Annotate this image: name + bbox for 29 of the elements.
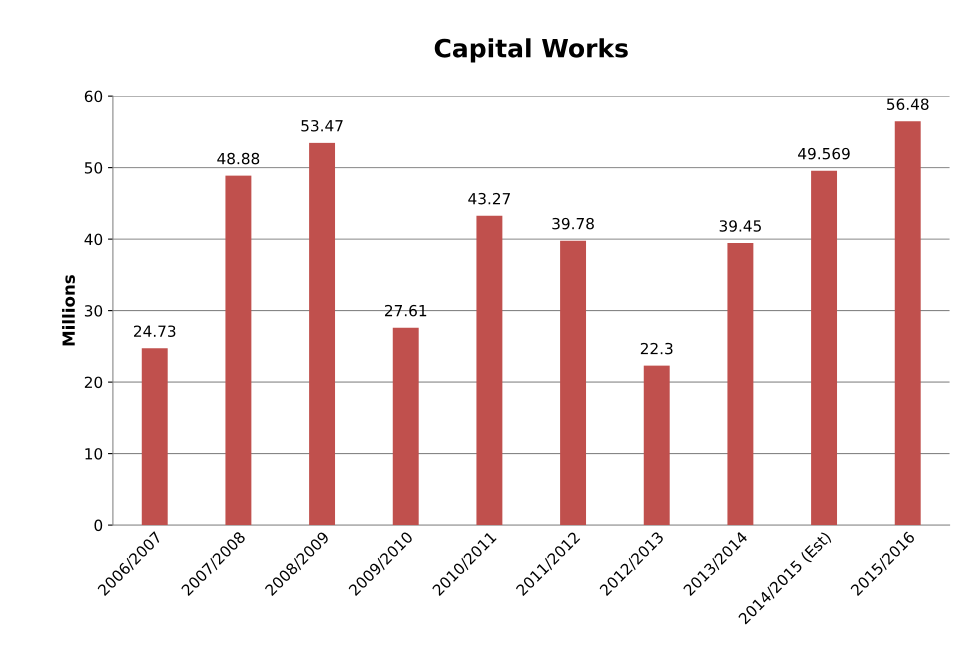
y-tick-label: 60 [84,90,102,102]
data-label: 48.88 [217,152,260,164]
data-label: 27.61 [384,304,426,316]
data-label: 39.78 [552,218,594,230]
bar [560,240,586,526]
data-label: 22.3 [640,342,673,354]
bar [644,366,670,526]
bar [392,328,419,526]
bar [727,243,754,526]
y-tick-label: 30 [84,305,102,317]
y-tick-label: 10 [85,448,102,460]
data-label: 49.569 [798,148,850,160]
y-tick-label: 20 [84,376,102,388]
y-tick-label: 40 [84,234,102,246]
bar [476,216,502,526]
bar [142,348,168,526]
data-label: 24.73 [134,325,176,337]
y-tick-label: 0 [94,520,102,532]
bar [811,170,838,526]
data-label: 39.45 [720,220,761,232]
data-label: 43.27 [468,192,510,204]
bar [894,121,921,526]
data-label: 56.48 [887,98,929,110]
y-axis-title: Millions [62,275,75,346]
chart-title: Capital Works [434,38,628,62]
bar [225,176,252,526]
data-label: 53.47 [301,120,343,132]
bar [309,142,336,526]
y-tick-label: 50 [84,162,102,174]
